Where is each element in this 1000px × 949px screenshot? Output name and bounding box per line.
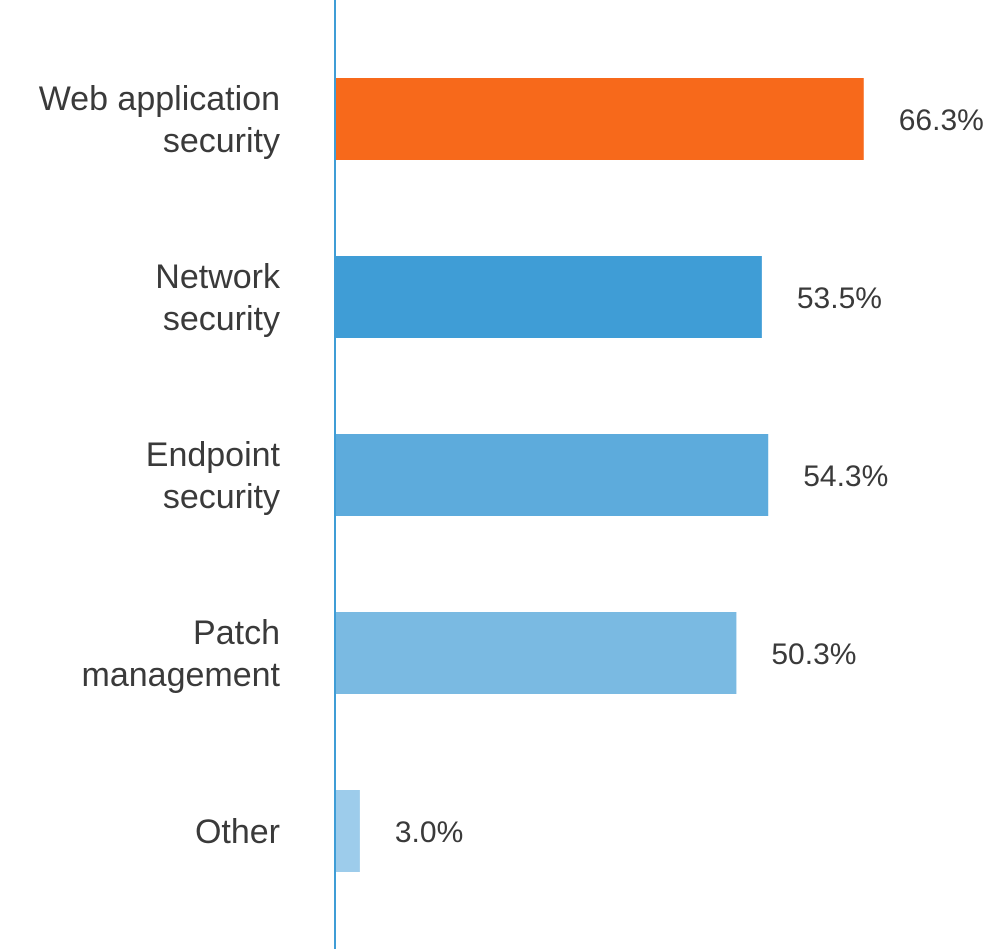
value-label-1: 53.5% [797, 282, 882, 315]
category-label-line: Web application [39, 80, 280, 118]
category-label-3: Patch management [82, 614, 281, 694]
category-label-line: Other [195, 813, 280, 851]
category-label-0: Web application security [39, 80, 280, 160]
category-label-line: security [163, 478, 280, 516]
bar-4 [336, 790, 360, 872]
category-label-line: management [82, 656, 281, 694]
category-label-line: Patch [193, 614, 280, 652]
bars-group [336, 78, 864, 872]
value-label-3: 50.3% [771, 638, 856, 671]
value-label-4: 3.0% [395, 816, 463, 849]
category-label-1: Network security [155, 258, 281, 338]
category-label-line: security [163, 300, 280, 338]
bar-3 [336, 612, 737, 694]
bar-1 [336, 256, 762, 338]
bar-2 [336, 434, 769, 516]
category-label-2: Endpoint security [146, 436, 281, 516]
value-label-2: 54.3% [803, 460, 888, 493]
category-label-line: Endpoint [146, 436, 281, 474]
value-label-0: 66.3% [899, 104, 984, 137]
category-label-line: security [163, 122, 280, 160]
category-label-4: Other [195, 813, 280, 851]
bar-0 [336, 78, 864, 160]
value-labels-group: 66.3% 53.5% 54.3% 50.3% 3.0% [395, 104, 984, 849]
category-label-line: Network [155, 258, 281, 296]
